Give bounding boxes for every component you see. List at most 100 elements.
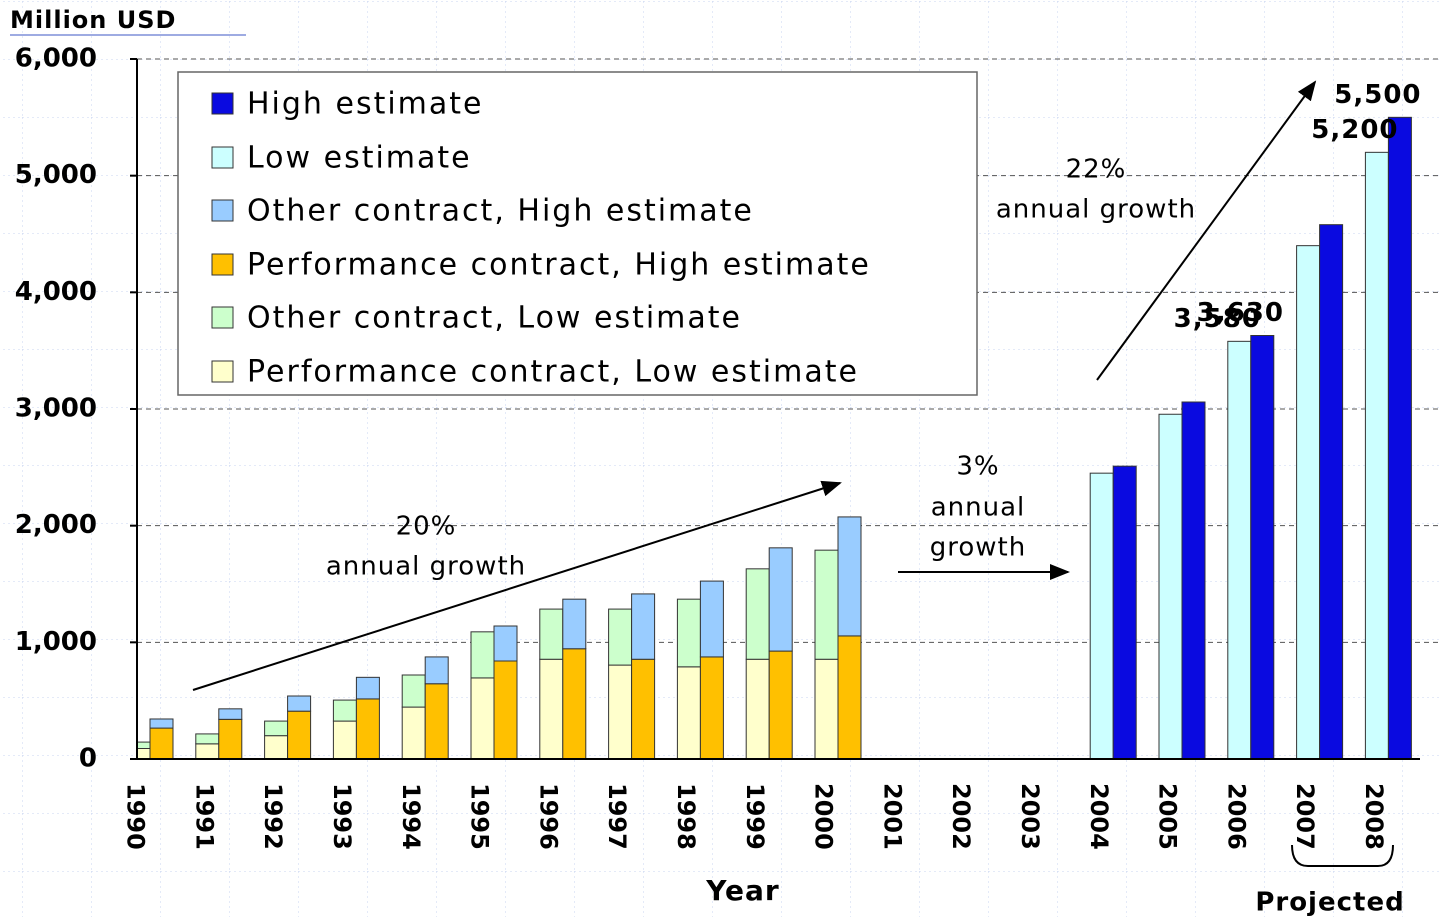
bar xyxy=(149,727,174,760)
legend: High estimate Low estimate Other contract,… xyxy=(211,87,871,390)
annotation: Projected xyxy=(1255,888,1404,917)
bar xyxy=(470,677,495,760)
bar xyxy=(287,710,312,760)
y-tick-label: 1,000 xyxy=(15,627,97,657)
annotation: annual growth xyxy=(326,552,526,582)
y-tick-label: 4,000 xyxy=(15,277,97,307)
bar xyxy=(470,631,495,679)
bar xyxy=(355,676,380,700)
x-tick-label: 1992 xyxy=(259,783,287,850)
legend-label: Low estimate xyxy=(247,141,472,176)
bar xyxy=(493,625,518,662)
bar xyxy=(676,598,701,668)
bar xyxy=(1319,224,1344,760)
bar xyxy=(218,718,243,760)
bar xyxy=(401,674,426,708)
x-tick-label: 2004 xyxy=(1085,783,1113,850)
x-tick-label: 1999 xyxy=(741,783,769,850)
legend-swatch xyxy=(211,199,234,222)
labels: 3,580 5,200 3,630 5,500 20% annual growth 3% an… xyxy=(326,80,1421,917)
annotation: 20% xyxy=(396,512,457,542)
y-axis-label: Million USD xyxy=(10,6,176,34)
legend-swatch xyxy=(211,146,234,169)
bar xyxy=(676,666,701,760)
bar xyxy=(424,656,449,685)
bar xyxy=(1250,335,1275,760)
x-tick-label: 2000 xyxy=(810,783,838,850)
bar xyxy=(1296,245,1321,760)
x-tick-label: 1991 xyxy=(190,783,218,850)
bar xyxy=(539,608,564,660)
x-tick-label: 2003 xyxy=(1016,783,1044,850)
x-tick-label: 1994 xyxy=(397,783,425,850)
bar xyxy=(608,608,633,666)
y-tick-label: 2,000 xyxy=(15,510,97,540)
bar xyxy=(745,658,770,760)
bar xyxy=(608,664,633,760)
legend-label: Other contract, Low estimate xyxy=(247,301,742,336)
bar xyxy=(699,580,724,658)
bar xyxy=(493,660,518,760)
arrow xyxy=(192,480,842,691)
legend-label: Performance contract, High estimate xyxy=(247,248,871,283)
value-label: 3,630 xyxy=(1197,298,1284,328)
bar xyxy=(401,706,426,760)
bar xyxy=(562,598,587,650)
x-tick-label: 2008 xyxy=(1360,783,1388,850)
x-tick-label: 1990 xyxy=(122,783,150,850)
y-tick-label: 6,000 xyxy=(15,44,97,74)
bar xyxy=(562,648,587,760)
x-tick-label: 1993 xyxy=(328,783,356,850)
x-tick-label: 1998 xyxy=(672,783,700,850)
bar xyxy=(768,650,793,760)
legend-label: High estimate xyxy=(247,87,484,122)
bar xyxy=(332,720,357,760)
bar xyxy=(355,698,380,760)
bar xyxy=(149,718,174,729)
annotation: annual xyxy=(931,493,1026,523)
arrow xyxy=(1096,80,1317,381)
annotation: 3% xyxy=(956,452,999,482)
legend-label: Other contract, High estimate xyxy=(247,194,754,229)
bar xyxy=(1387,116,1412,760)
y-tick-label: 5,000 xyxy=(15,160,97,190)
x-tick-label: 2002 xyxy=(947,783,975,850)
bar xyxy=(1364,151,1389,760)
bar xyxy=(195,743,220,760)
bar xyxy=(264,720,289,737)
x-tick-label: 2007 xyxy=(1291,783,1319,850)
y-tick-label: 3,000 xyxy=(15,394,97,424)
bar xyxy=(195,733,220,745)
bar xyxy=(837,635,862,760)
bar xyxy=(1089,472,1114,760)
bar xyxy=(631,658,656,760)
x-tick-label: 2006 xyxy=(1222,783,1250,850)
bar xyxy=(332,699,357,722)
x-tick-label: 1997 xyxy=(603,783,631,850)
bar xyxy=(814,549,839,660)
x-tick-label: 1995 xyxy=(466,783,494,850)
x-tick-label: 2005 xyxy=(1154,783,1182,850)
bar xyxy=(218,708,243,720)
legend-swatch xyxy=(211,253,234,276)
bar xyxy=(1158,413,1183,760)
bar xyxy=(631,593,656,660)
bar xyxy=(287,695,312,712)
x-axis-label: Year xyxy=(705,874,779,907)
y-tick-label: 0 xyxy=(79,744,97,774)
projected-bracket xyxy=(1291,844,1394,867)
legend-swatch xyxy=(211,92,234,115)
annotation: annual growth xyxy=(996,195,1196,225)
bar xyxy=(699,656,724,760)
bar xyxy=(424,683,449,760)
bar xyxy=(1227,340,1252,760)
legend-swatch xyxy=(211,360,234,383)
bar xyxy=(264,735,289,760)
legend-label: Performance contract, Low estimate xyxy=(247,355,859,390)
bar xyxy=(1181,401,1206,760)
x-tick-label: 1996 xyxy=(534,783,562,850)
x-tick-label: 2001 xyxy=(878,783,906,850)
legend-swatch xyxy=(211,306,234,329)
value-label: 3,580 xyxy=(1174,304,1261,334)
